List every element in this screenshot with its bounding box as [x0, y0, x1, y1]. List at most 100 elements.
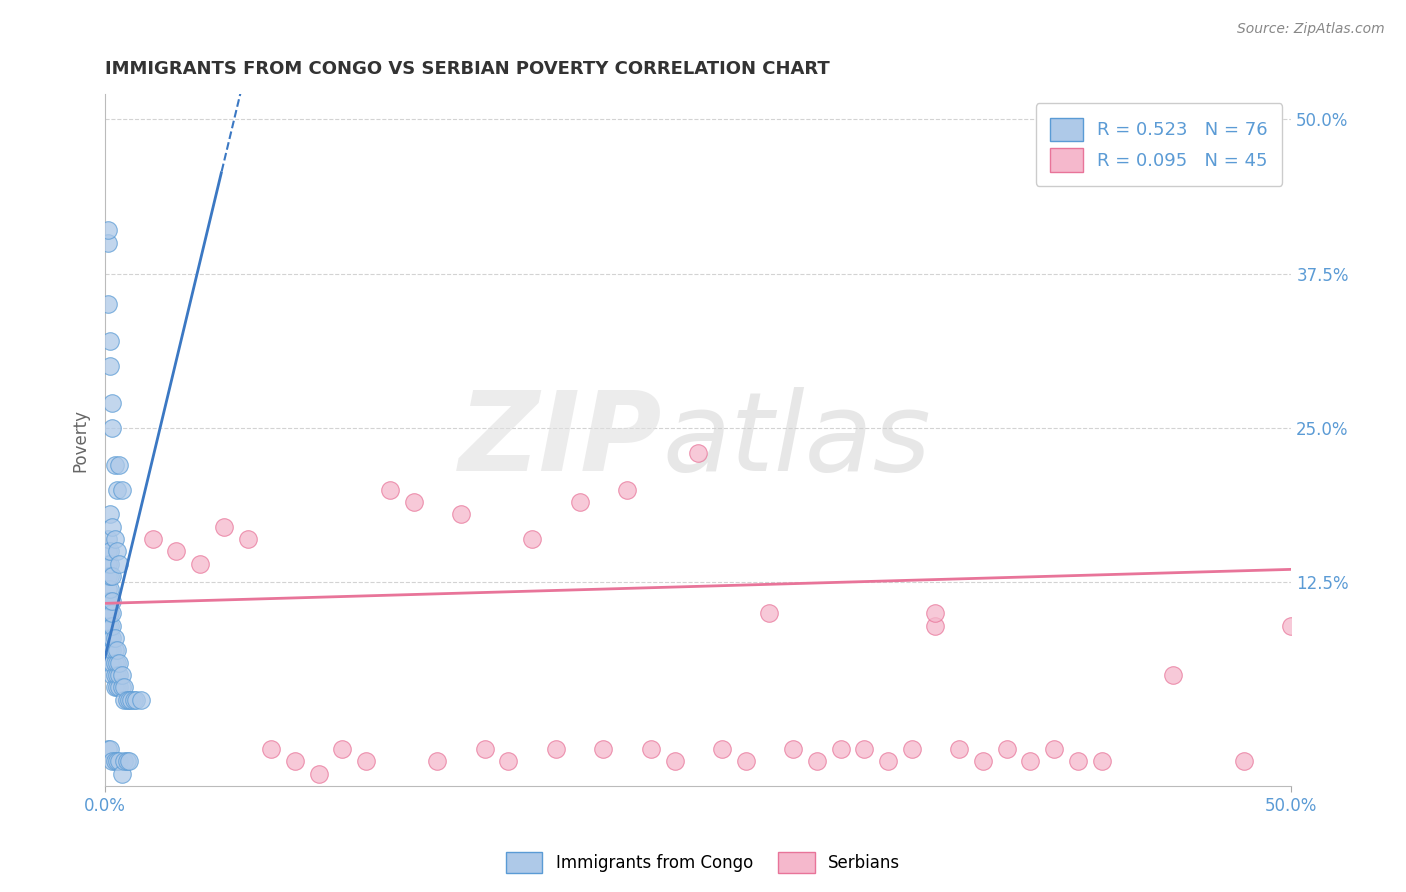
- Point: [97, 606, 120, 620]
- Point: [284, 755, 307, 769]
- Point: [308, 766, 330, 780]
- Point: [101, 396, 124, 410]
- Point: [1090, 755, 1112, 769]
- Point: [924, 618, 946, 632]
- Point: [115, 755, 138, 769]
- Point: [104, 755, 127, 769]
- Point: [260, 742, 283, 756]
- Point: [664, 755, 686, 769]
- Point: [112, 692, 135, 706]
- Point: [97, 742, 120, 756]
- Point: [98, 508, 121, 522]
- Text: IMMIGRANTS FROM CONGO VS SERBIAN POVERTY CORRELATION CHART: IMMIGRANTS FROM CONGO VS SERBIAN POVERTY…: [105, 60, 830, 78]
- Point: [129, 692, 152, 706]
- Point: [426, 755, 449, 769]
- Point: [522, 532, 544, 546]
- Point: [236, 532, 259, 546]
- Point: [125, 692, 148, 706]
- Point: [972, 755, 994, 769]
- Point: [111, 668, 134, 682]
- Point: [1067, 755, 1090, 769]
- Point: [98, 618, 121, 632]
- Point: [105, 755, 128, 769]
- Point: [97, 631, 120, 645]
- Point: [97, 594, 120, 608]
- Point: [108, 656, 131, 670]
- Point: [97, 569, 120, 583]
- Point: [101, 755, 124, 769]
- Point: [122, 692, 145, 706]
- Point: [924, 606, 946, 620]
- Point: [98, 742, 121, 756]
- Point: [165, 544, 187, 558]
- Point: [142, 532, 165, 546]
- Point: [97, 223, 120, 237]
- Point: [120, 692, 142, 706]
- Point: [188, 557, 211, 571]
- Point: [101, 618, 124, 632]
- Point: [101, 594, 124, 608]
- Point: [378, 483, 401, 497]
- Point: [104, 643, 127, 657]
- Y-axis label: Poverty: Poverty: [72, 409, 89, 472]
- Point: [995, 742, 1018, 756]
- Point: [104, 681, 127, 695]
- Point: [98, 557, 121, 571]
- Point: [98, 569, 121, 583]
- Point: [98, 582, 121, 596]
- Point: [782, 742, 804, 756]
- Point: [734, 755, 756, 769]
- Point: [474, 742, 496, 756]
- Point: [1161, 668, 1184, 682]
- Point: [105, 544, 128, 558]
- Point: [97, 618, 120, 632]
- Point: [98, 643, 121, 657]
- Point: [111, 681, 134, 695]
- Point: [105, 483, 128, 497]
- Point: [900, 742, 922, 756]
- Point: [97, 557, 120, 571]
- Point: [115, 692, 138, 706]
- Point: [98, 631, 121, 645]
- Point: [101, 520, 124, 534]
- Point: [104, 458, 127, 472]
- Point: [450, 508, 472, 522]
- Point: [108, 681, 131, 695]
- Point: [688, 445, 710, 459]
- Point: [544, 742, 567, 756]
- Point: [118, 755, 141, 769]
- Point: [101, 569, 124, 583]
- Point: [98, 656, 121, 670]
- Point: [108, 755, 131, 769]
- Point: [105, 668, 128, 682]
- Point: [498, 755, 520, 769]
- Point: [830, 742, 852, 756]
- Point: [402, 495, 425, 509]
- Point: [97, 235, 120, 250]
- Point: [212, 520, 235, 534]
- Point: [97, 582, 120, 596]
- Point: [758, 606, 780, 620]
- Point: [98, 606, 121, 620]
- Point: [101, 631, 124, 645]
- Point: [592, 742, 614, 756]
- Point: [853, 742, 876, 756]
- Point: [104, 631, 127, 645]
- Point: [354, 755, 377, 769]
- Point: [104, 656, 127, 670]
- Point: [98, 544, 121, 558]
- Point: [101, 606, 124, 620]
- Point: [108, 668, 131, 682]
- Point: [97, 532, 120, 546]
- Text: Source: ZipAtlas.com: Source: ZipAtlas.com: [1237, 22, 1385, 37]
- Legend: Immigrants from Congo, Serbians: Immigrants from Congo, Serbians: [499, 846, 907, 880]
- Text: ZIP: ZIP: [460, 387, 662, 494]
- Point: [806, 755, 828, 769]
- Point: [877, 755, 900, 769]
- Point: [112, 681, 135, 695]
- Legend: R = 0.523   N = 76, R = 0.095   N = 45: R = 0.523 N = 76, R = 0.095 N = 45: [1036, 103, 1282, 186]
- Point: [1279, 618, 1302, 632]
- Point: [105, 643, 128, 657]
- Text: atlas: atlas: [662, 387, 931, 494]
- Point: [97, 643, 120, 657]
